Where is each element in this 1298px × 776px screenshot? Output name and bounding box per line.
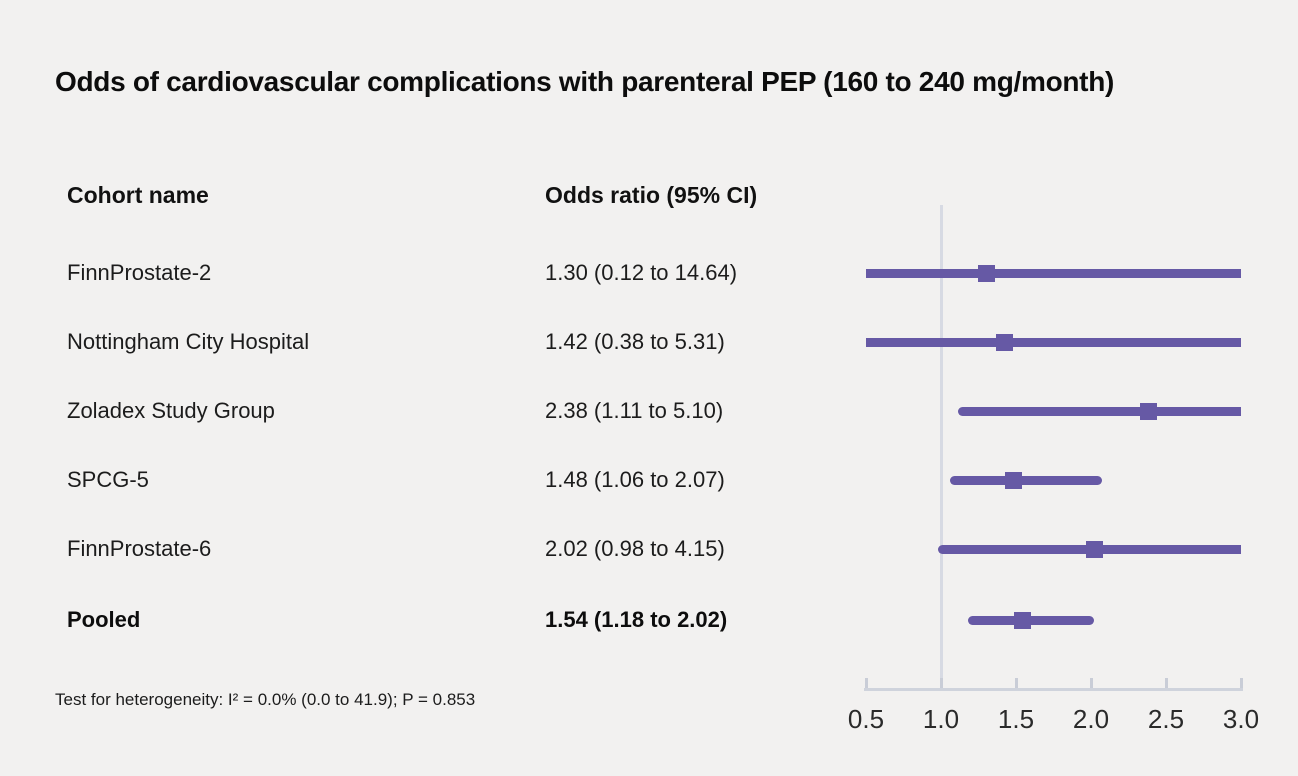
or-ci-value: 1.48 (1.06 to 2.07) xyxy=(545,467,725,492)
axis-tick xyxy=(864,678,868,688)
or-ci-value: 1.54 (1.18 to 2.02) xyxy=(545,607,728,632)
column-header-odds-ratio: Odds ratio (95% CI) xyxy=(545,182,758,208)
cohort-label: Nottingham City Hospital xyxy=(67,329,310,354)
ci-line xyxy=(866,268,1241,278)
or-ci-value: 2.02 (0.98 to 4.15) xyxy=(545,536,725,561)
ci-line xyxy=(968,615,1094,625)
or-point-marker xyxy=(1004,471,1022,489)
axis-tick-label: 2.0 xyxy=(1072,704,1110,734)
or-point-marker xyxy=(1139,402,1157,420)
or-point-marker xyxy=(1085,540,1103,558)
cohort-label: FinnProstate-6 xyxy=(67,536,212,561)
axis-tick-label: 3.0 xyxy=(1222,704,1260,734)
or-ci-value: 1.42 (0.38 to 5.31) xyxy=(545,329,725,354)
axis-tick xyxy=(939,678,943,688)
x-axis xyxy=(864,688,1243,691)
axis-tick xyxy=(1164,678,1168,688)
axis-tick xyxy=(1239,678,1243,688)
cohort-label: Zoladex Study Group xyxy=(67,398,275,423)
axis-tick xyxy=(1089,678,1093,688)
figure-title: Odds of cardiovascular complications wit… xyxy=(55,66,1115,97)
or-ci-value: 2.38 (1.11 to 5.10) xyxy=(545,398,724,423)
axis-tick-label: 0.5 xyxy=(847,704,885,734)
or-ci-value: 1.30 (0.12 to 14.64) xyxy=(545,260,738,285)
axis-tick-label: 2.5 xyxy=(1147,704,1185,734)
or-point-marker xyxy=(995,333,1013,351)
ci-line xyxy=(957,406,1241,416)
or-point-marker xyxy=(1013,611,1031,629)
cohort-label: SPCG-5 xyxy=(67,467,149,492)
reference-line xyxy=(939,205,943,688)
axis-tick-label: 1.0 xyxy=(922,704,960,734)
or-point-marker xyxy=(977,264,995,282)
axis-tick-label: 1.5 xyxy=(997,704,1035,734)
axis-tick xyxy=(1014,678,1018,688)
heterogeneity-footnote: Test for heterogeneity: I² = 0.0% (0.0 t… xyxy=(55,690,476,709)
cohort-label: Pooled xyxy=(67,607,141,632)
ci-line xyxy=(866,337,1241,347)
column-header-cohort: Cohort name xyxy=(67,182,209,208)
ci-line xyxy=(950,475,1102,485)
cohort-label: FinnProstate-2 xyxy=(67,260,212,285)
